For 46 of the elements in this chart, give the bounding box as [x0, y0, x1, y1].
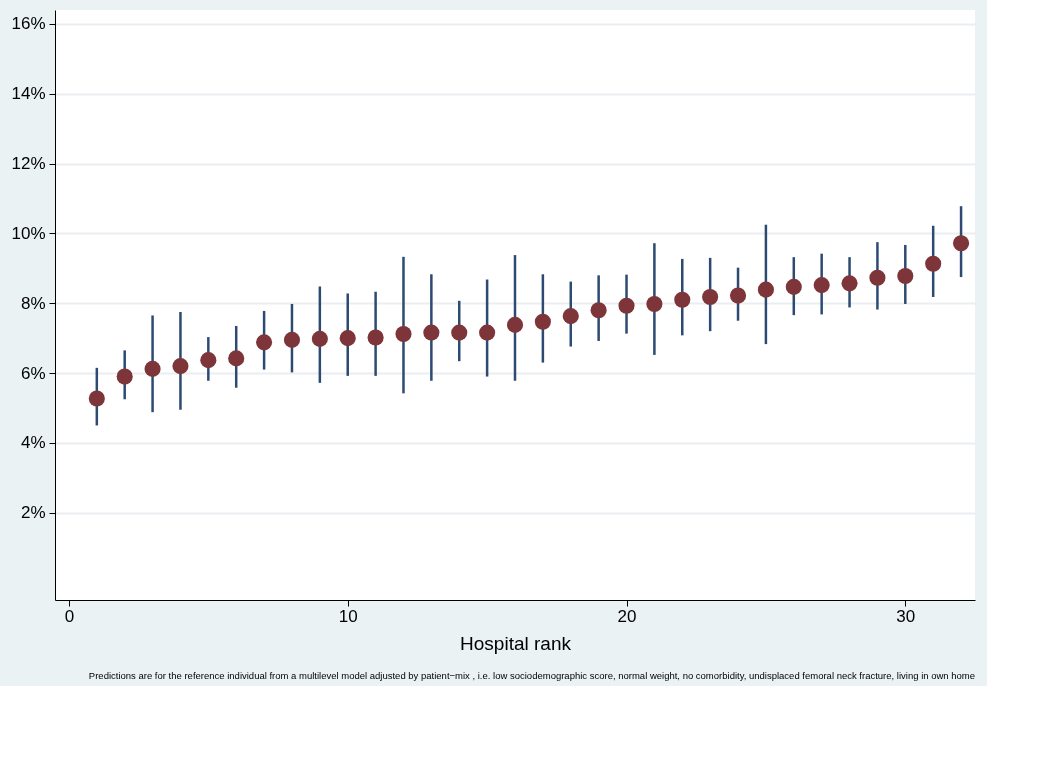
y-tick-label: 4% — [20, 433, 46, 453]
point — [451, 324, 468, 341]
y-tick-label: 6% — [20, 363, 46, 383]
point — [757, 281, 774, 298]
point — [534, 313, 551, 330]
y-tick-label: 2% — [20, 503, 46, 523]
point — [897, 267, 914, 285]
point — [562, 308, 579, 325]
y-tick-label: 14% — [11, 84, 46, 104]
point — [506, 316, 524, 333]
x-axis-title: Hospital rank — [460, 632, 572, 654]
point — [841, 275, 858, 292]
point — [785, 278, 802, 295]
x-tick-label: 30 — [896, 606, 916, 626]
point — [256, 334, 273, 351]
point — [116, 368, 133, 385]
point — [813, 277, 830, 294]
point — [172, 358, 189, 375]
x-tick-label: 20 — [617, 606, 637, 626]
point — [646, 295, 663, 312]
point — [702, 288, 719, 306]
point — [729, 287, 747, 304]
point — [869, 269, 886, 286]
point — [479, 324, 496, 341]
point — [311, 330, 328, 347]
point — [339, 330, 356, 347]
x-tick-label: 0 — [64, 606, 75, 626]
point — [618, 297, 635, 314]
y-tick-label: 8% — [20, 293, 46, 313]
point — [590, 302, 607, 319]
y-tick-label: 12% — [11, 154, 46, 174]
text: Predictions are for the reference individual from a multilevel model adjusted by patient−mix , i.e. low sociodemographic score, normal weight, no comorbidity, undisplaced femoral neck fracture, living in own home — [88, 670, 975, 681]
point — [925, 255, 942, 272]
point — [200, 352, 217, 369]
y-tick-label: 16% — [11, 14, 46, 34]
point — [674, 291, 691, 308]
point — [367, 329, 384, 346]
point — [144, 360, 161, 377]
x-tick-label: 10 — [338, 606, 358, 626]
point — [423, 324, 440, 341]
point — [283, 331, 301, 348]
point — [395, 325, 412, 343]
y-tick-label: 10% — [11, 223, 46, 243]
point — [228, 350, 245, 367]
point — [953, 235, 970, 252]
point — [88, 390, 105, 407]
